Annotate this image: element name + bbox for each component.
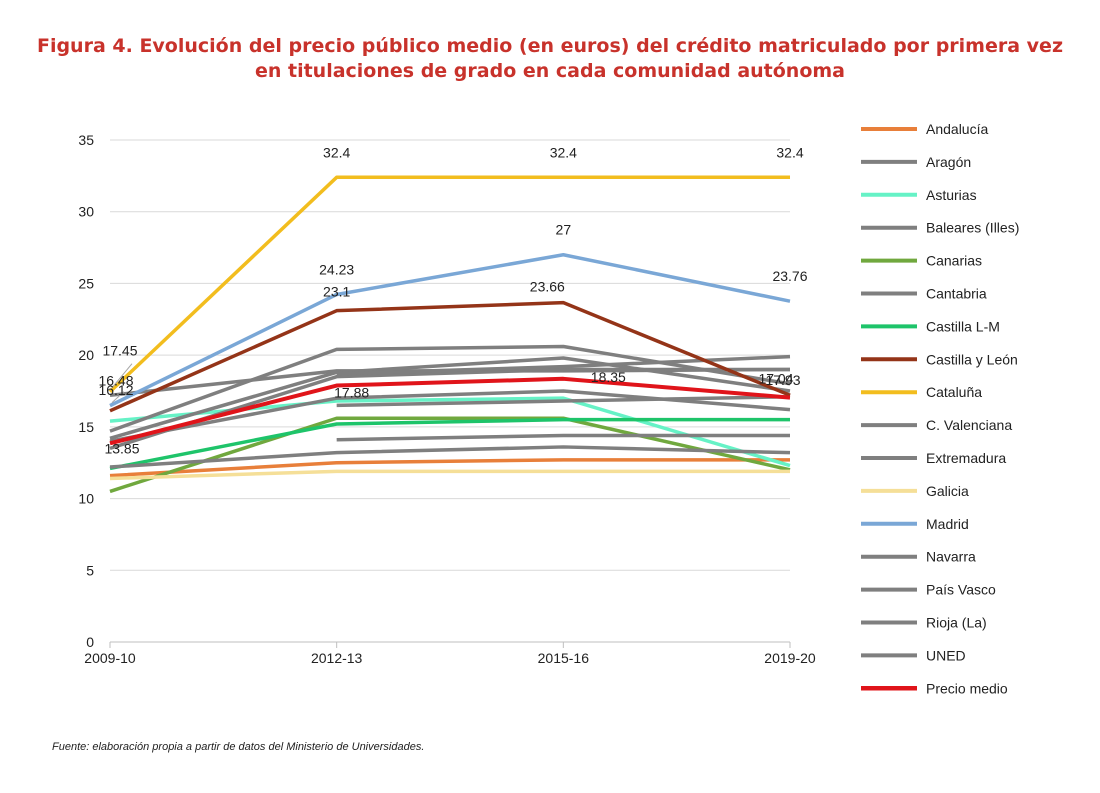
legend-label: Precio medio <box>926 680 1008 696</box>
series-line-galicia <box>109 469 790 481</box>
y-tick-label: 5 <box>86 562 94 578</box>
series-line-rioja-la <box>336 394 791 408</box>
data-label: 32.4 <box>323 144 350 160</box>
chart-title: Figura 4. Evolución del precio público m… <box>0 34 1100 84</box>
x-tick-label: 2015-16 <box>538 650 590 666</box>
legend-label: Aragón <box>926 154 971 170</box>
x-tick-label: 2019-20 <box>764 650 816 666</box>
data-label: 17.45 <box>102 343 137 359</box>
legend-label: Cataluña <box>926 384 982 400</box>
legend-item-cataluna: Cataluña <box>861 384 982 400</box>
legend-label: Galicia <box>926 483 969 499</box>
legend: Andalucía Aragón Asturias Baleares (Illes) C… <box>861 121 1019 696</box>
legend-item-baleares-illes: Baleares (Illes) <box>861 220 1019 236</box>
data-label: 32.4 <box>776 144 803 160</box>
legend-item-castilla-y-leon: Castilla y León <box>861 351 1018 367</box>
legend-label: C. Valenciana <box>926 417 1012 433</box>
series-lines <box>108 175 791 494</box>
data-label: 17.88 <box>334 385 369 401</box>
legend-label: Andalucía <box>926 121 988 137</box>
data-label: 32.4 <box>550 144 577 160</box>
legend-item-navarra: Navarra <box>861 549 976 565</box>
legend-item-asturias: Asturias <box>861 187 977 203</box>
y-tick-label: 15 <box>78 419 94 435</box>
legend-label: Extremadura <box>926 450 1006 466</box>
data-label: 18.35 <box>591 369 626 385</box>
data-label: 17.93 <box>765 372 800 388</box>
series-line-cataluna <box>108 175 790 393</box>
series-line-uned <box>336 354 791 376</box>
data-label: 16.48 <box>98 373 133 389</box>
data-label: 24.23 <box>319 261 354 277</box>
legend-label: UNED <box>926 647 966 663</box>
y-tick-label: 10 <box>78 491 94 507</box>
legend-label: Navarra <box>926 549 976 565</box>
y-tick-label: 25 <box>78 275 94 291</box>
legend-label: Baleares (Illes) <box>926 220 1019 236</box>
x-tick-label: 2009-10 <box>84 650 136 666</box>
series-line-pais-vasco <box>336 433 790 442</box>
data-label: 13.85 <box>104 440 139 456</box>
series-line-precio-medio <box>109 376 791 446</box>
legend-item-galicia: Galicia <box>861 483 969 499</box>
legend-label: Rioja (La) <box>926 615 987 631</box>
legend-label: Canarias <box>926 253 982 269</box>
series-line-castilla-y-leon <box>109 300 791 413</box>
series-line-andalucia <box>109 458 790 478</box>
legend-label: Asturias <box>926 187 977 203</box>
data-label: 23.1 <box>323 284 350 300</box>
legend-label: Castilla y León <box>926 351 1018 367</box>
data-label: 23.66 <box>530 279 565 295</box>
legend-label: Castilla L-M <box>926 318 1000 334</box>
legend-item-precio-medio: Precio medio <box>861 680 1008 696</box>
series-line-c-valenciana <box>109 356 791 441</box>
legend-item-canarias: Canarias <box>861 253 982 269</box>
legend-item-extremadura: Extremadura <box>861 450 1006 466</box>
chart-title-line2: en titulaciones de grado en cada comunid… <box>254 60 846 82</box>
series-line-navarra <box>109 344 791 433</box>
data-label: 23.76 <box>772 268 807 284</box>
y-tick-label: 35 <box>78 132 94 148</box>
series-line-extremadura <box>109 445 791 469</box>
legend-item-uned: UNED <box>861 647 966 663</box>
y-tick-label: 0 <box>86 634 94 650</box>
gridlines <box>110 139 790 571</box>
y-tick-label: 20 <box>78 347 94 363</box>
legend-item-castilla-l-m: Castilla L-M <box>861 318 1000 334</box>
data-label: 27 <box>556 222 572 238</box>
leader-line <box>111 391 125 403</box>
series-line-castilla-l-m <box>109 417 790 471</box>
legend-item-andalucia: Andalucía <box>861 121 988 137</box>
legend-item-rioja-la: Rioja (La) <box>861 615 987 631</box>
legend-label: País Vasco <box>926 582 996 598</box>
legend-item-pais-vasco: País Vasco <box>861 582 996 598</box>
x-tick-label: 2012-13 <box>311 650 363 666</box>
series-line-canarias <box>109 416 791 494</box>
axes: 0 5 10 15 20 25 30 35 2009-10 2012-13 2015-16 2019-… <box>78 132 815 666</box>
legend-label: Madrid <box>926 516 969 532</box>
y-tick-label: 30 <box>78 204 94 220</box>
chart-title-line1: Figura 4. Evolución del precio público m… <box>36 35 1064 57</box>
source-note: Fuente: elaboración propia a partir de d… <box>52 741 425 753</box>
legend-item-madrid: Madrid <box>861 516 969 532</box>
legend-label: Cantabria <box>926 286 987 302</box>
legend-item-aragon: Aragón <box>861 154 971 170</box>
legend-item-c-valenciana: C. Valenciana <box>861 417 1012 433</box>
data-label: 16.12 <box>98 382 133 398</box>
data-label: 17.04 <box>758 371 793 387</box>
series-line-madrid <box>109 252 791 408</box>
legend-item-cantabria: Cantabria <box>861 286 987 302</box>
leader-line <box>111 363 133 389</box>
